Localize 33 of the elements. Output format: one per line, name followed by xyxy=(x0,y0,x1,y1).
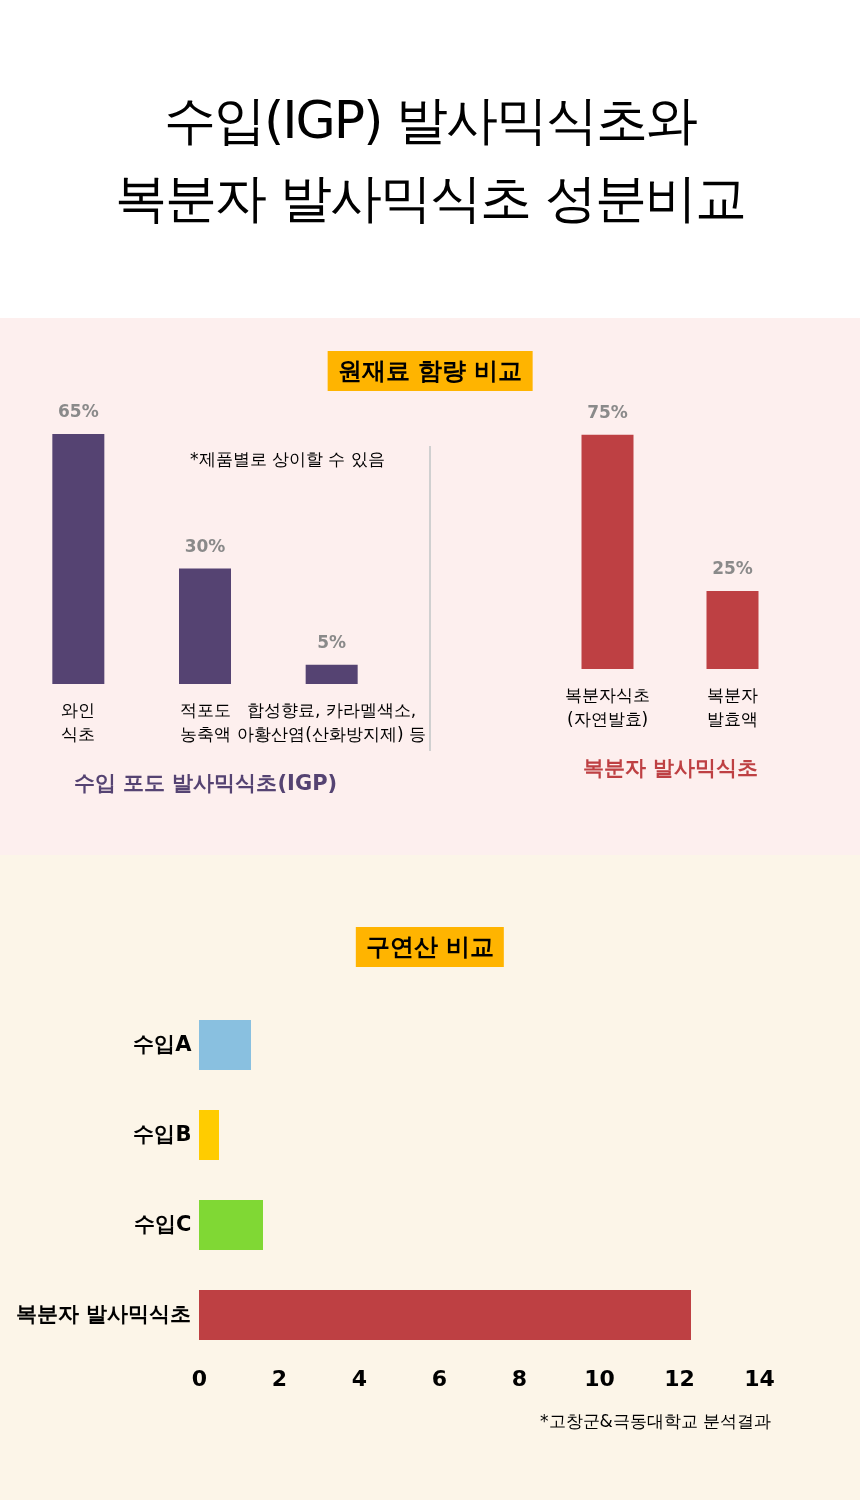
y-tick-label: 수입C xyxy=(134,1212,192,1236)
bar xyxy=(199,1020,251,1070)
x-tick-label: 12 xyxy=(664,1365,695,1391)
x-tick-label: 복분자식초 (자연발효) xyxy=(565,684,650,729)
data-label: 65% xyxy=(57,401,99,421)
x-tick-label: 14 xyxy=(744,1365,775,1391)
x-tick-label: 와인 식초 xyxy=(61,699,96,744)
data-label: 5% xyxy=(317,631,347,652)
x-tick-label: 8 xyxy=(511,1365,528,1391)
x-axis-title: 복분자 발사믹식초 xyxy=(582,755,759,780)
x-tick-label: 합성향료, 카라멜색소, 아황산염(산화방지제) 등 xyxy=(237,699,426,744)
x-tick-label: 적포도 농축액 xyxy=(179,699,231,744)
y-tick-label: 수입A xyxy=(133,1032,193,1056)
y-tick-label: 복분자 발사믹식초 xyxy=(16,1302,192,1326)
annotation: *제품별로 상이할 수 있음 xyxy=(190,448,385,471)
bar xyxy=(199,1200,263,1250)
bar xyxy=(199,1290,691,1340)
data-label: 75% xyxy=(587,401,628,422)
x-tick-label: 10 xyxy=(584,1365,615,1391)
chart-title: 구연산 비교 xyxy=(355,927,505,967)
data-label: 25% xyxy=(712,557,753,578)
y-tick-label: 수입B xyxy=(133,1122,192,1146)
chart-title: 수입(IGP) 발사믹식초와 복분자 발사믹식초 성분비교 xyxy=(115,89,745,230)
data-label: 30% xyxy=(184,535,226,556)
x-tick-label: 6 xyxy=(431,1365,448,1391)
x-axis-title: 수입 포도 발사믹식초(IGP) xyxy=(73,770,338,795)
x-tick-label: 복분자 발효액 xyxy=(707,684,758,729)
x-tick-label: 0 xyxy=(191,1365,208,1391)
chart-subtitle: 원재료 함량 비교 xyxy=(327,351,533,391)
text: *고창군&극동대학교 분석결과 xyxy=(540,1410,772,1433)
x-tick-label: 4 xyxy=(351,1365,368,1391)
x-tick-label: 2 xyxy=(271,1365,288,1391)
bar xyxy=(199,1110,219,1160)
